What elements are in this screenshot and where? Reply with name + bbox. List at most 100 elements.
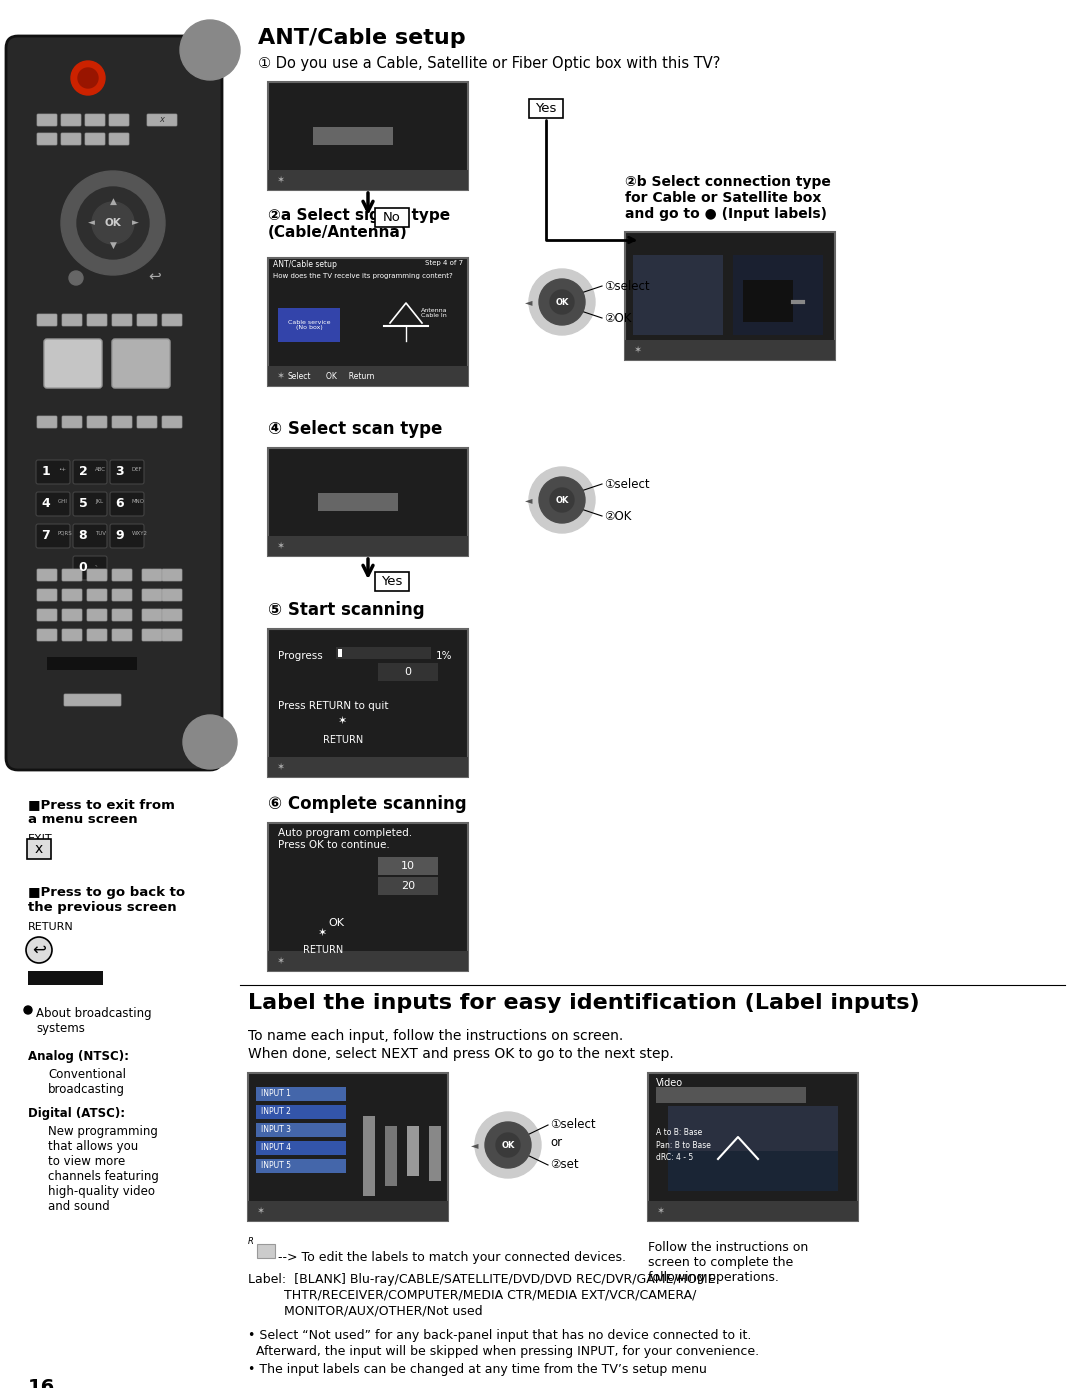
Bar <box>378 877 438 895</box>
Text: OK: OK <box>328 917 345 929</box>
Bar <box>256 1141 346 1155</box>
FancyBboxPatch shape <box>162 609 183 620</box>
Text: ②OK: ②OK <box>604 509 632 522</box>
FancyBboxPatch shape <box>44 339 102 389</box>
Bar <box>248 1201 448 1221</box>
FancyBboxPatch shape <box>64 694 121 706</box>
Bar <box>48 657 137 670</box>
Text: Progress: Progress <box>278 651 323 661</box>
Text: 7: 7 <box>42 529 51 541</box>
Text: 16: 16 <box>28 1378 55 1388</box>
Text: New programming
that allows you
to view more
channels featuring
high-quality vid: New programming that allows you to view … <box>48 1126 159 1213</box>
FancyBboxPatch shape <box>87 609 107 620</box>
Bar <box>625 232 835 359</box>
Text: EXIT: EXIT <box>28 834 53 844</box>
FancyBboxPatch shape <box>85 133 105 144</box>
Text: Digital (ATSC):: Digital (ATSC): <box>28 1108 125 1120</box>
Text: 6: 6 <box>116 497 124 509</box>
FancyBboxPatch shape <box>6 36 222 770</box>
Text: dRC: 4 - 5: dRC: 4 - 5 <box>656 1153 693 1162</box>
Text: ⑥ Complete scanning: ⑥ Complete scanning <box>268 795 467 813</box>
Text: 0: 0 <box>79 561 87 573</box>
FancyBboxPatch shape <box>62 609 82 620</box>
Text: Step 4 of 7: Step 4 of 7 <box>424 260 463 266</box>
Text: Video: Video <box>656 1078 684 1088</box>
Text: OK: OK <box>555 297 569 307</box>
FancyBboxPatch shape <box>375 572 409 591</box>
FancyBboxPatch shape <box>137 416 157 428</box>
FancyBboxPatch shape <box>162 629 183 641</box>
Circle shape <box>71 61 105 94</box>
Text: 9: 9 <box>116 529 124 541</box>
Text: --> To edit the labels to match your connected devices.: --> To edit the labels to match your con… <box>278 1251 626 1264</box>
Text: INPUT 3: INPUT 3 <box>261 1126 291 1134</box>
FancyBboxPatch shape <box>110 459 144 484</box>
Text: MONITOR/AUX/OTHER/Not used: MONITOR/AUX/OTHER/Not used <box>248 1305 483 1319</box>
Text: INPUT 5: INPUT 5 <box>261 1162 291 1170</box>
FancyBboxPatch shape <box>62 589 82 601</box>
Text: ✶: ✶ <box>276 175 284 185</box>
FancyBboxPatch shape <box>73 459 107 484</box>
Text: No: No <box>383 211 401 223</box>
Text: 20: 20 <box>401 881 415 891</box>
Text: About broadcasting
systems: About broadcasting systems <box>36 1008 151 1035</box>
FancyBboxPatch shape <box>110 525 144 548</box>
Circle shape <box>550 290 573 314</box>
FancyBboxPatch shape <box>112 609 132 620</box>
Circle shape <box>60 171 165 275</box>
Bar <box>656 1087 806 1103</box>
Text: ⑤ Start scanning: ⑤ Start scanning <box>268 601 424 619</box>
FancyBboxPatch shape <box>110 491 144 516</box>
FancyBboxPatch shape <box>62 569 82 582</box>
Text: Analog (NTSC):: Analog (NTSC): <box>28 1049 129 1063</box>
Text: ✶: ✶ <box>319 929 327 938</box>
FancyBboxPatch shape <box>37 114 57 126</box>
Text: DEF: DEF <box>132 466 143 472</box>
FancyBboxPatch shape <box>257 1244 275 1258</box>
Bar <box>318 493 399 511</box>
Text: ↩: ↩ <box>149 268 161 283</box>
Text: ✶: ✶ <box>276 541 284 551</box>
FancyBboxPatch shape <box>73 525 107 548</box>
Text: Yes: Yes <box>536 101 556 114</box>
Text: ■Press to go back to
the previous screen: ■Press to go back to the previous screen <box>28 886 185 915</box>
Bar <box>248 1073 448 1221</box>
Bar <box>278 308 340 341</box>
FancyBboxPatch shape <box>62 314 82 326</box>
FancyBboxPatch shape <box>87 589 107 601</box>
Text: ②a Select signal type
(Cable/Antenna): ②a Select signal type (Cable/Antenna) <box>268 208 450 240</box>
Bar <box>407 1126 419 1176</box>
Circle shape <box>24 1006 32 1015</box>
FancyBboxPatch shape <box>147 114 177 126</box>
Text: 4: 4 <box>42 497 51 509</box>
Text: INPUT 1: INPUT 1 <box>261 1090 291 1098</box>
Text: • The input labels can be changed at any time from the TV’s setup menu: • The input labels can be changed at any… <box>248 1363 707 1376</box>
Text: R: R <box>248 1237 254 1246</box>
Text: INPUT 4: INPUT 4 <box>261 1144 291 1152</box>
FancyBboxPatch shape <box>112 569 132 582</box>
Text: Label:  [BLANK] Blu-ray/CABLE/SATELLITE/DVD/DVD REC/DVR/GAME/HOME: Label: [BLANK] Blu-ray/CABLE/SATELLITE/D… <box>248 1273 715 1287</box>
FancyBboxPatch shape <box>141 609 162 620</box>
Bar <box>648 1073 858 1221</box>
FancyBboxPatch shape <box>73 491 107 516</box>
Text: ✶: ✶ <box>633 346 642 355</box>
FancyBboxPatch shape <box>36 459 70 484</box>
Text: Select: Select <box>288 372 311 380</box>
Circle shape <box>475 1112 541 1178</box>
Text: When done, select NEXT and press OK to go to the next step.: When done, select NEXT and press OK to g… <box>248 1047 674 1060</box>
FancyBboxPatch shape <box>112 629 132 641</box>
Text: Cable service
(No box): Cable service (No box) <box>287 319 330 330</box>
Bar <box>338 650 342 657</box>
Text: •+: •+ <box>58 466 66 472</box>
FancyBboxPatch shape <box>141 569 162 582</box>
FancyBboxPatch shape <box>62 416 82 428</box>
Bar <box>633 255 723 335</box>
Text: OK: OK <box>105 218 121 228</box>
Circle shape <box>550 489 573 512</box>
FancyBboxPatch shape <box>37 416 57 428</box>
Text: Press RETURN to quit: Press RETURN to quit <box>278 701 389 711</box>
Bar <box>336 647 431 659</box>
Bar <box>268 629 468 777</box>
FancyBboxPatch shape <box>60 114 81 126</box>
Circle shape <box>92 203 134 244</box>
